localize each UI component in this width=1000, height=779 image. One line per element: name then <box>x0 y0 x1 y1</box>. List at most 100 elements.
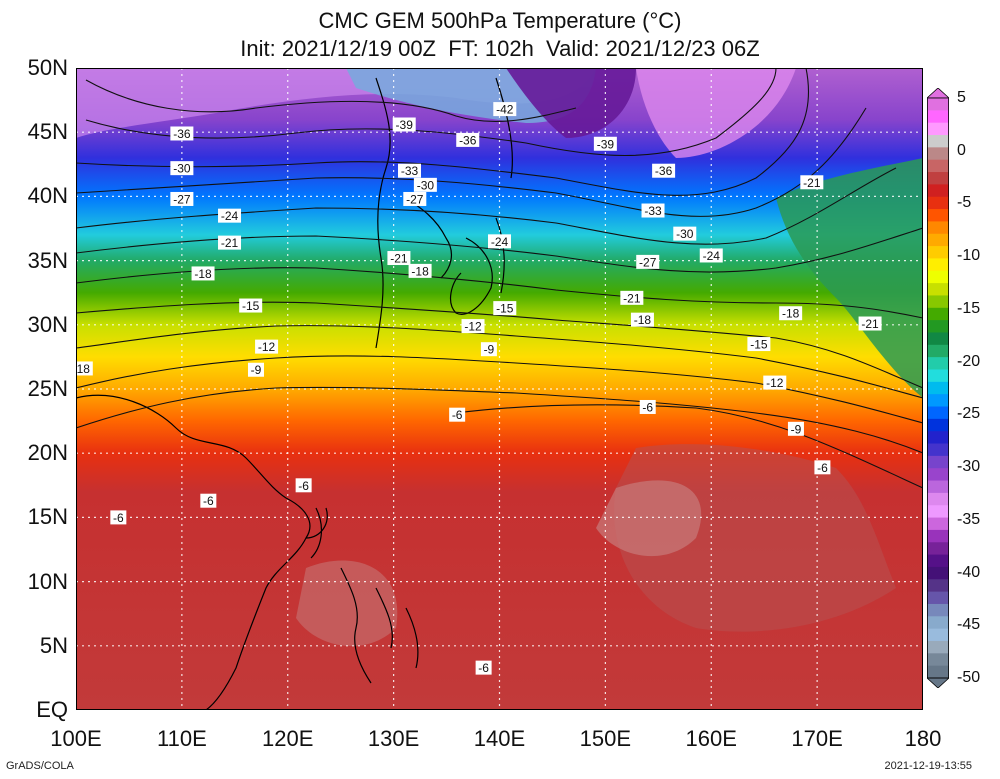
latitude-label: 35N <box>27 247 68 273</box>
contour-label: -39 <box>593 136 617 151</box>
contour-label: -21 <box>218 235 242 250</box>
colorbar-swatch <box>927 369 949 383</box>
contour-label: -21 <box>387 251 411 266</box>
colorbar-swatch <box>927 357 949 370</box>
colorbar-swatch <box>927 628 949 642</box>
colorbar-swatch <box>927 591 949 605</box>
colorbar-swatch <box>927 517 949 531</box>
map-title: CMC GEM 500hPa Temperature (°C) <box>318 8 682 33</box>
contour-label: -18 <box>630 312 654 327</box>
svg-text:-36: -36 <box>173 127 191 141</box>
svg-text:-18: -18 <box>411 264 429 278</box>
colorbar-swatch <box>927 135 949 148</box>
colorbar-swatch <box>927 505 949 519</box>
longitude-label: 150E <box>579 726 632 751</box>
contour-label: -6 <box>639 399 656 414</box>
contour-labels: -42-39-39-36 -36-36-33-33-30-30-30-27 -27-… <box>76 102 882 675</box>
svg-text:-27: -27 <box>173 192 191 206</box>
svg-text:-18: -18 <box>76 362 90 376</box>
svg-text:-6: -6 <box>642 400 653 414</box>
svg-text:-30: -30 <box>417 178 435 192</box>
colorbar-swatch <box>927 209 949 222</box>
latitude-label: 45N <box>27 119 68 145</box>
coastlines <box>76 77 513 710</box>
longitude-label: 170E <box>791 726 843 751</box>
colorbar-swatch <box>927 443 949 457</box>
svg-text:-21: -21 <box>221 236 239 250</box>
colorbar-swatch <box>927 381 949 395</box>
colorbar-label: -15 <box>957 299 981 317</box>
colorbar-swatch <box>927 258 949 272</box>
svg-text:-36: -36 <box>459 133 477 147</box>
contour-label: -33 <box>641 203 665 218</box>
contour-label: -15 <box>747 337 771 352</box>
latitude-label: 50N <box>27 55 68 80</box>
contour-label: -18 <box>408 263 432 278</box>
colorbar-swatch <box>927 98 949 111</box>
colorbar-label: 0 <box>957 141 966 159</box>
svg-text:-21: -21 <box>623 291 641 305</box>
svg-text:-39: -39 <box>597 137 615 151</box>
contour-label: -39 <box>392 117 416 132</box>
latitude-label: 20N <box>27 440 68 466</box>
contour-label: -6 <box>110 510 127 525</box>
contour-label: -21 <box>858 316 882 331</box>
contour-label: -36 <box>456 132 480 147</box>
contour-label: -6 <box>814 460 831 475</box>
contour-label: -33 <box>398 163 422 178</box>
colorbar-swatch <box>927 640 949 654</box>
colorbar-swatch <box>927 665 949 679</box>
latitude-label: 5N <box>39 632 68 658</box>
svg-text:-15: -15 <box>242 299 260 313</box>
colorbar-swatch <box>927 455 949 469</box>
colorbar-label: -5 <box>957 194 972 212</box>
contour-label: -9 <box>787 421 804 436</box>
svg-text:-6: -6 <box>452 408 463 422</box>
colorbar-swatch <box>927 394 949 408</box>
contour-label: -27 <box>170 191 194 206</box>
svg-text:-6: -6 <box>203 494 214 508</box>
latitude-label: 15N <box>27 504 68 530</box>
contour-label: -42 <box>493 102 517 117</box>
svg-text:-36: -36 <box>655 164 673 178</box>
latitude-label: 40N <box>27 183 68 209</box>
colorbar-label: -45 <box>957 616 981 634</box>
colorbar-label: -30 <box>957 458 981 476</box>
contour-label: -18 <box>76 361 93 376</box>
colorbar-swatch <box>927 566 949 580</box>
svg-text:-6: -6 <box>478 661 489 675</box>
colorbar-swatch <box>927 196 949 210</box>
colorbar-swatch <box>927 159 949 173</box>
svg-text:-27: -27 <box>406 192 424 206</box>
svg-text:-21: -21 <box>861 317 879 331</box>
svg-text:-15: -15 <box>496 302 514 316</box>
svg-text:-24: -24 <box>491 235 509 249</box>
contour-label: -24 <box>488 234 511 249</box>
colorbar-swatch <box>927 122 949 136</box>
svg-text:-27: -27 <box>639 255 657 269</box>
colorbar <box>927 88 949 688</box>
colorbar-swatch <box>927 270 949 284</box>
colorbar-label: -50 <box>957 669 981 686</box>
svg-text:-12: -12 <box>258 340 276 354</box>
colorbar-swatch <box>927 283 949 296</box>
svg-text:-18: -18 <box>634 313 652 327</box>
svg-text:-15: -15 <box>750 338 768 352</box>
colorbar-swatch <box>927 616 949 630</box>
contour-label: -30 <box>673 226 697 241</box>
footer-timestamp: 2021-12-19-13:55 <box>884 760 972 772</box>
colorbar-swatch <box>927 320 949 333</box>
contour-label: -6 <box>449 407 466 422</box>
colorbar-swatch <box>927 332 949 346</box>
colorbar-swatch <box>927 492 949 506</box>
colorbar-label: -10 <box>957 247 981 265</box>
svg-text:-9: -9 <box>791 422 802 436</box>
svg-text:-30: -30 <box>676 227 694 241</box>
svg-text:-6: -6 <box>817 461 828 475</box>
contour-label: -15 <box>239 298 263 313</box>
svg-text:-9: -9 <box>251 363 262 377</box>
svg-text:-12: -12 <box>464 320 482 334</box>
longitude-label: 140E <box>473 726 526 751</box>
map-frame <box>76 68 923 710</box>
svg-text:-39: -39 <box>396 118 414 132</box>
